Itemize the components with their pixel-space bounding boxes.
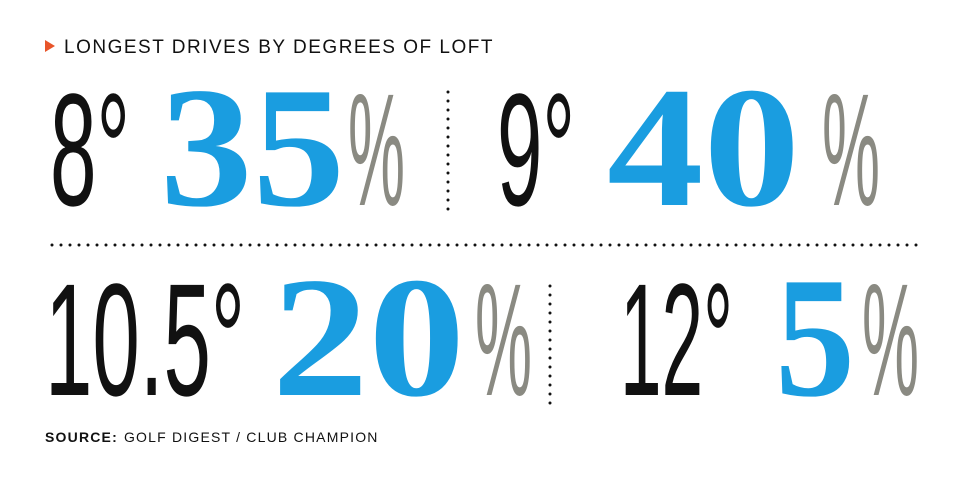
- source-label: SOURCE:: [45, 429, 118, 445]
- percent-value: 5: [775, 243, 855, 433]
- loft-label: 8°: [50, 60, 130, 239]
- percent-sign: %: [822, 60, 880, 239]
- percent-sign: %: [348, 60, 405, 239]
- percent-value: 35: [160, 53, 345, 243]
- percent-value: 40: [607, 53, 800, 243]
- percent-value: 20: [272, 243, 465, 433]
- title: LONGEST DRIVES BY DEGREES OF LOFT: [64, 37, 494, 58]
- loft-label: 10.5°: [45, 250, 245, 429]
- loft-label: 12°: [620, 250, 733, 429]
- percent-sign: %: [475, 250, 532, 429]
- source: SOURCE: GOLF DIGEST / CLUB CHAMPION: [45, 429, 379, 445]
- title-marker: [45, 40, 55, 52]
- loft-label: 9°: [497, 60, 575, 239]
- percent-sign: %: [862, 250, 919, 429]
- source-text: GOLF DIGEST / CLUB CHAMPION: [124, 429, 379, 445]
